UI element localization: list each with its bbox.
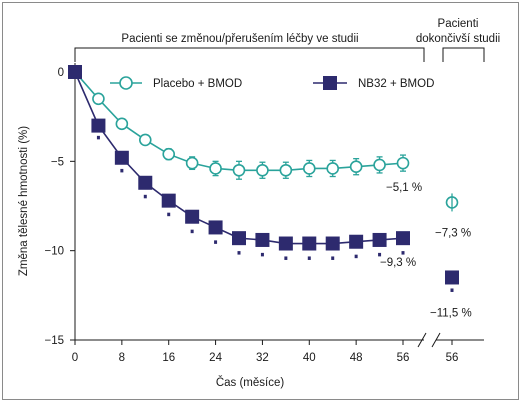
plot-area: −5,1 % −7,3 % −9,3 % −11,5 %	[68, 65, 472, 319]
nb32-error-stub	[214, 240, 218, 244]
placebo-point	[349, 160, 363, 173]
placebo-completer-label: −7,3 %	[435, 227, 471, 239]
nb32-completer-point	[445, 270, 459, 285]
axis-break-mark-right	[431, 332, 441, 348]
bracket-annotations	[74, 47, 485, 62]
nb32-error-stub	[190, 229, 194, 234]
nb32-point	[232, 231, 246, 246]
nb32-point	[91, 118, 106, 133]
bracket-right-label-line2: dokončivší studii	[416, 33, 500, 45]
bracket-left	[74, 47, 425, 62]
y-tick-label: −15	[44, 335, 64, 347]
legend-nb32-marker	[323, 76, 337, 90]
y-tick-label: −10	[44, 246, 64, 258]
bracket-right-label-line1: Pacienti	[438, 18, 479, 30]
nb32-point	[161, 193, 176, 208]
nb32-point	[396, 231, 410, 246]
nb32-error-stub	[354, 254, 358, 259]
bracket-left-label: Pacienti se změnou/přerušením léčby ve s…	[121, 33, 358, 45]
x-tick-label-completers: 56	[446, 352, 459, 364]
placebo-point	[92, 92, 105, 106]
x-tick-label: 16	[162, 352, 175, 364]
legend-placebo-marker	[119, 76, 133, 90]
axis-break-mark-left	[417, 332, 427, 348]
x-tick-label: 32	[256, 352, 269, 364]
nb32-error-stub	[143, 194, 147, 199]
nb32-point	[68, 65, 82, 79]
nb32-error-stub	[96, 135, 100, 140]
nb32-point	[302, 236, 317, 251]
legend-placebo-label: Placebo + BMOD	[153, 78, 242, 90]
chart-frame	[2, 2, 519, 400]
bracket-right	[442, 47, 485, 62]
axes	[74, 63, 484, 348]
y-tick-label: −5	[51, 156, 64, 168]
nb32-end-label: −9,3 %	[380, 257, 416, 269]
legend-item-nb32: NB32 + BMOD	[313, 76, 434, 90]
nb32-point	[114, 150, 129, 165]
nb32-error-stub	[401, 251, 405, 255]
nb32-error-stub	[237, 251, 241, 255]
placebo-point	[115, 117, 129, 131]
placebo-point	[185, 156, 199, 170]
nb32-error-stub	[307, 256, 311, 260]
nb32-point	[138, 175, 153, 190]
x-tick-label: 24	[209, 352, 222, 364]
nb32-error-stub	[284, 256, 288, 260]
nb32-error-stub	[120, 168, 124, 173]
placebo-point	[138, 133, 152, 147]
x-tick-label: 40	[303, 352, 316, 364]
nb32-point	[185, 209, 200, 224]
placebo-point	[209, 162, 222, 175]
nb32-point	[255, 232, 270, 247]
x-tick-label: 48	[350, 352, 363, 364]
nb32-point	[278, 236, 293, 251]
legend: Placebo + BMOD NB32 + BMOD	[110, 76, 434, 90]
x-tick-label: 8	[119, 352, 125, 364]
placebo-point	[302, 162, 316, 175]
y-ticks: 0 −5 −10 −15	[44, 67, 75, 347]
placebo-point	[326, 162, 340, 175]
legend-nb32-label: NB32 + BMOD	[358, 78, 434, 90]
x-axis-label: Čas (měsíce)	[216, 376, 285, 389]
placebo-point	[279, 163, 293, 177]
nb32-point	[208, 220, 223, 235]
placebo-point	[396, 156, 410, 170]
placebo-end-label: −5,1 %	[386, 182, 422, 194]
nb32-completer-label: −11,5 %	[430, 307, 472, 319]
nb32-error-stub	[260, 252, 264, 257]
placebo-point	[232, 163, 246, 177]
nb32-error-stub	[331, 256, 335, 260]
placebo-point	[256, 163, 269, 177]
nb32-error-stub	[167, 212, 171, 217]
nb32-point	[372, 232, 387, 247]
nb32-point	[325, 236, 340, 251]
nb32-completer-error-stub	[450, 288, 454, 292]
x-tick-label: 0	[72, 352, 78, 364]
nb32-point	[349, 234, 364, 249]
x-ticks: 0 8 16 24 32 40 48 56 56	[72, 340, 459, 364]
y-axis-label: Změna tělesné hmotnosti (%)	[18, 126, 30, 276]
placebo-point	[162, 147, 176, 161]
placebo-point	[373, 158, 386, 172]
legend-item-placebo: Placebo + BMOD	[110, 76, 242, 90]
nb32-error-stub	[378, 252, 382, 257]
y-tick-label: 0	[58, 67, 64, 79]
x-tick-label: 56	[397, 352, 410, 364]
